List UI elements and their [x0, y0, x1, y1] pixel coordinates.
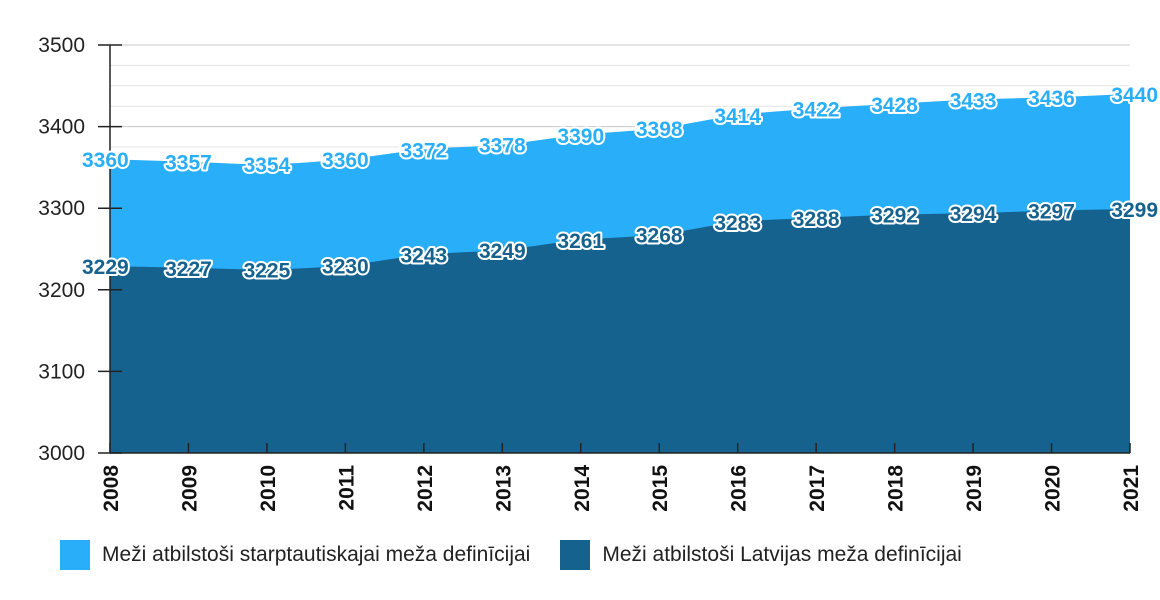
- data-label-international: 3372: [400, 139, 447, 162]
- legend-item-latvian[interactable]: Meži atbilstoši Latvijas meža definīcija…: [560, 540, 962, 570]
- data-label-latvian: 3229: [82, 256, 129, 279]
- data-label-international: 3390: [557, 125, 604, 148]
- data-label-international: 3378: [479, 135, 526, 158]
- area-chart-svg: 3000 3100 3200 3300 3400 3500 2008 2009 2010 2011…: [38, 34, 1160, 512]
- data-label-international: 3422: [793, 99, 840, 122]
- x-tick-label: 2013: [492, 465, 515, 512]
- legend-swatch-international: [60, 540, 90, 570]
- x-tick-label: 2018: [885, 465, 908, 512]
- data-label-international: 3433: [950, 90, 997, 113]
- y-tick-label: 3300: [38, 197, 85, 220]
- data-label-latvian: 3288: [793, 208, 840, 231]
- data-label-latvian: 3261: [557, 230, 604, 253]
- data-label-latvian: 3249: [479, 240, 526, 263]
- x-tick-label: 2021: [1120, 465, 1143, 512]
- data-label-latvian: 3283: [714, 212, 761, 235]
- legend-label-international: Meži atbilstoši starptautiskajai meža de…: [102, 543, 531, 566]
- x-tick-label: 2012: [414, 465, 437, 512]
- data-label-latvian: 3294: [950, 203, 997, 226]
- data-labels: 3360 3357 3354 3360 3372 3378 3390 3398 3414 3422…: [80, 82, 1160, 284]
- data-label-international: 3428: [871, 94, 918, 117]
- data-label-international: 3398: [636, 118, 683, 141]
- y-tick-label: 3200: [38, 279, 85, 302]
- y-tick-label: 3100: [38, 360, 85, 383]
- data-label-international: 3440: [1111, 84, 1158, 107]
- data-label-latvian: 3230: [322, 255, 369, 278]
- data-label-latvian: 3268: [636, 224, 683, 247]
- data-label-international: 3436: [1028, 87, 1075, 110]
- legend: Meži atbilstoši starptautiskajai meža de…: [60, 540, 962, 570]
- data-label-international: 3357: [165, 152, 212, 175]
- legend-label-latvian: Meži atbilstoši Latvijas meža definīcija…: [602, 543, 962, 566]
- data-label-international: 3360: [322, 149, 369, 172]
- data-label-latvian: 3243: [400, 245, 447, 268]
- axes: 3000 3100 3200 3300 3400 3500 2008 2009 2010 2011…: [38, 34, 1143, 512]
- data-label-latvian: 3297: [1028, 201, 1075, 224]
- x-tick-label: 2008: [100, 465, 123, 512]
- data-label-international: 3360: [82, 149, 129, 172]
- legend-item-international[interactable]: Meži atbilstoši starptautiskajai meža de…: [60, 540, 530, 570]
- x-tick-label: 2017: [806, 465, 829, 512]
- x-tick-label: 2015: [649, 465, 672, 512]
- x-tick-label: 2010: [257, 465, 280, 512]
- x-tick-label: 2009: [178, 465, 201, 512]
- legend-swatch-latvian: [560, 540, 591, 570]
- x-tick-label: 2016: [728, 465, 751, 512]
- x-tick-label: 2020: [1042, 465, 1065, 512]
- x-tick-label: 2019: [963, 465, 986, 512]
- y-tick-label: 3500: [38, 34, 85, 57]
- data-label-international: 3414: [714, 105, 761, 128]
- area-latvian: [110, 209, 1130, 453]
- x-tick-label: 2011: [335, 465, 358, 511]
- x-tick-label: 2014: [571, 465, 594, 512]
- data-label-latvian: 3299: [1111, 199, 1158, 222]
- data-label-latvian: 3225: [244, 259, 291, 282]
- areas: [110, 93, 1130, 454]
- y-tick-label: 3400: [38, 116, 85, 139]
- data-label-latvian: 3292: [871, 205, 918, 228]
- data-label-international: 3354: [244, 154, 291, 177]
- data-label-latvian: 3227: [165, 258, 212, 281]
- y-tick-label: 3000: [38, 442, 85, 465]
